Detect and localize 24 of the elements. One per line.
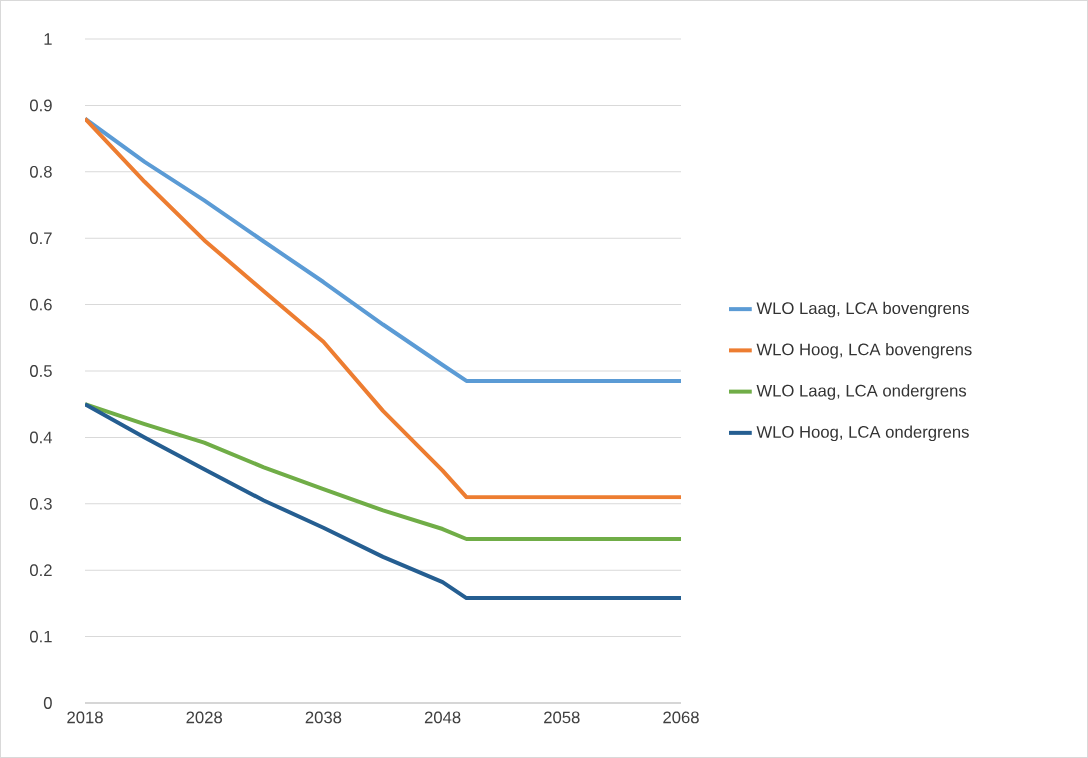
y-tick-label: 0.6 <box>30 298 52 311</box>
y-tick-label: 0.7 <box>30 232 52 245</box>
y-tick-label: 0.2 <box>30 564 52 577</box>
line-series <box>85 116 682 500</box>
x-tick-label: 2068 <box>663 711 699 724</box>
x-tick-label: 2028 <box>186 711 223 724</box>
legend-label: WLO Laag, LCA ondergrens <box>756 384 967 400</box>
x-tick-label: 2058 <box>544 711 580 724</box>
y-tick-label: 1 <box>44 33 52 45</box>
y-tick-label: 0 <box>43 697 52 709</box>
line-series <box>85 402 682 601</box>
y-tick-label: 0.4 <box>30 431 53 444</box>
legend-label: WLO Hoog, LCA ondergrens <box>756 425 969 442</box>
x-tick-label: 2018 <box>67 711 103 724</box>
legend-label: WLO Laag, LCA bovengrens <box>756 301 969 318</box>
y-tick-label: 0.1 <box>30 630 52 643</box>
line-series <box>85 402 682 541</box>
y-tick-label: 0.5 <box>30 365 52 377</box>
y-tick-label: 0.3 <box>30 497 52 510</box>
y-tick-label: 0.8 <box>30 165 52 178</box>
legend-label: WLO Hoog, LCA bovengrens <box>756 343 972 359</box>
y-tick-label: 0.9 <box>30 99 52 112</box>
x-tick-label: 2038 <box>305 711 342 724</box>
x-tick-label: 2048 <box>424 711 461 724</box>
